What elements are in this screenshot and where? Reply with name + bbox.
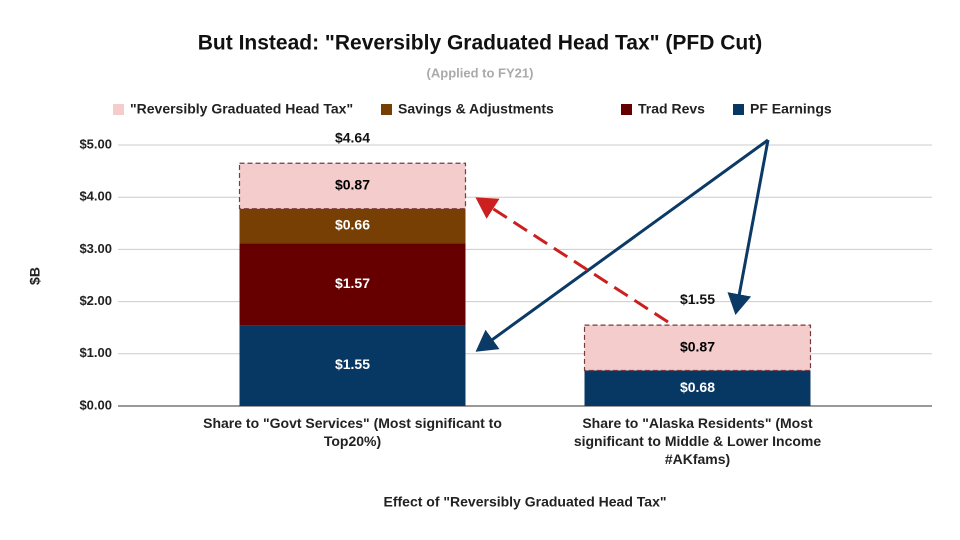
arrow xyxy=(475,197,669,324)
bar-segment xyxy=(239,208,466,244)
data-label: $0.68 xyxy=(680,379,715,395)
arrow xyxy=(475,138,769,352)
annotation-arrows xyxy=(475,138,770,352)
chart-title: But Instead: "Reversibly Graduated Head … xyxy=(198,32,762,55)
legend-label: "Reversibly Graduated Head Tax" xyxy=(130,101,353,117)
legend-label: PF Earnings xyxy=(750,101,832,117)
legend-swatch xyxy=(733,104,744,115)
legend-swatch xyxy=(381,104,392,115)
data-label: $1.57 xyxy=(335,275,370,291)
y-tick-label: $3.00 xyxy=(79,241,112,256)
y-tick-label: $0.00 xyxy=(79,397,112,412)
y-tick-label: $1.00 xyxy=(79,345,112,360)
x-tick-label: Share to "Alaska Residents" (Most signif… xyxy=(573,415,822,467)
total-label: $1.55 xyxy=(680,291,715,307)
y-tick-label: $2.00 xyxy=(79,293,112,308)
data-label: $0.66 xyxy=(335,217,370,233)
legend-swatch xyxy=(113,104,124,115)
y-tick-label: $4.00 xyxy=(79,189,112,204)
bar-segment xyxy=(583,324,812,372)
bar-segment xyxy=(239,243,466,326)
arrow xyxy=(727,139,770,315)
bar-segment xyxy=(239,325,466,406)
y-tick-label: $5.00 xyxy=(79,136,112,151)
legend-swatch xyxy=(621,104,632,115)
x-tick-label: Share to "Govt Services" (Most significa… xyxy=(203,415,502,449)
total-label: $4.64 xyxy=(335,129,370,145)
bar-segment xyxy=(584,370,811,406)
x-axis-title: Effect of "Reversibly Graduated Head Tax… xyxy=(384,494,667,510)
data-label: $0.87 xyxy=(335,177,370,193)
data-label: $0.87 xyxy=(680,339,715,355)
legend-label: Trad Revs xyxy=(638,101,705,117)
legend-label: Savings & Adjustments xyxy=(398,101,554,117)
y-axis-title: $B xyxy=(27,267,43,285)
data-label: $1.55 xyxy=(335,356,370,372)
bar-segment xyxy=(238,162,467,210)
chart-subtitle: (Applied to FY21) xyxy=(427,65,534,80)
